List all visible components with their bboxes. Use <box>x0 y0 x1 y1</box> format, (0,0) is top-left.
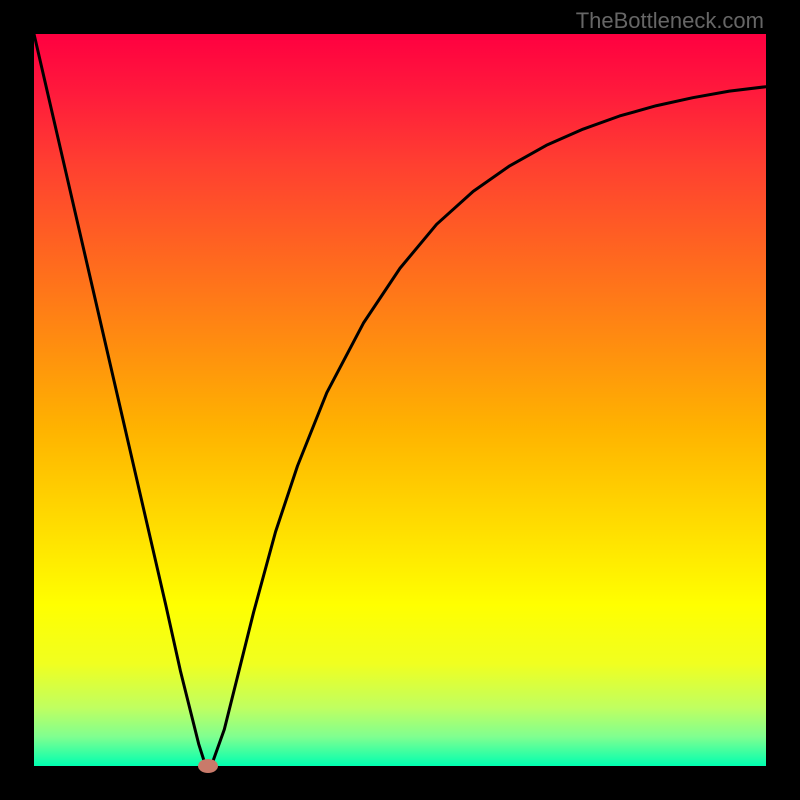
watermark-text: TheBottleneck.com <box>576 8 764 34</box>
bottleneck-curve <box>34 34 766 766</box>
minimum-marker <box>198 759 218 773</box>
curve-layer <box>34 34 766 766</box>
plot-area <box>34 34 766 766</box>
chart-container: TheBottleneck.com <box>0 0 800 800</box>
